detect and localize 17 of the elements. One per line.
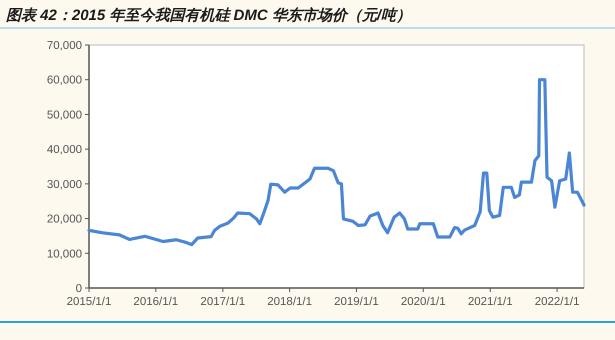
x-tick-label: 2022/1/1 — [534, 296, 580, 308]
y-tick-label: 0 — [76, 283, 82, 295]
x-tick-label: 2015/1/1 — [66, 296, 112, 308]
y-tick-label: 60,000 — [46, 74, 82, 87]
x-tick-label: 2021/1/1 — [468, 296, 513, 308]
x-tick-label: 2016/1/1 — [133, 296, 178, 308]
title: 图表 42：2015 年至今我国有机硅 DMC 华东市场价（元/吨） — [6, 7, 412, 24]
y-tick-label: 20,000 — [46, 214, 82, 226]
x-tick-label: 2020/1/1 — [400, 296, 446, 308]
x-tick-label: 2018/1/1 — [267, 296, 312, 308]
y-tick-label: 40,000 — [46, 144, 82, 156]
y-tick-label: 10,000 — [46, 248, 82, 260]
x-tick-label: 2019/1/1 — [334, 296, 379, 308]
y-tick-label: 50,000 — [46, 109, 82, 122]
y-tick-label: 70,000 — [46, 40, 82, 52]
x-tick-label: 2017/1/1 — [200, 296, 246, 308]
y-tick-label: 30,000 — [46, 178, 82, 191]
